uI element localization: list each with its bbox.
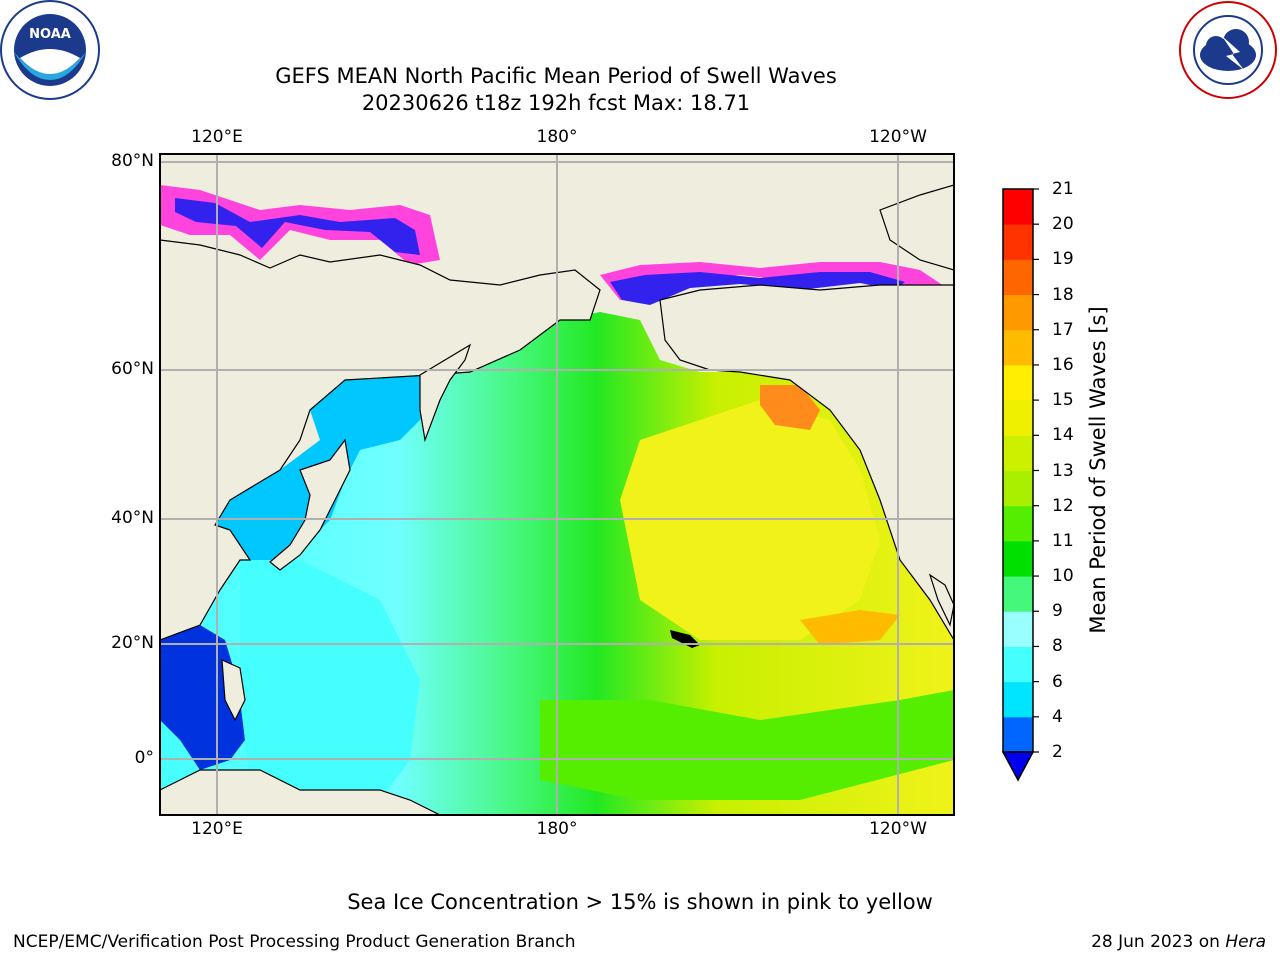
colorbar-segment bbox=[1003, 329, 1033, 366]
north-america-landmass bbox=[659, 284, 954, 642]
baja-california bbox=[928, 573, 954, 627]
footer-credit: NCEP/EMC/Verification Post Processing Pr… bbox=[13, 932, 576, 952]
colorbar-tick-label: 4 bbox=[1052, 706, 1063, 727]
colorbar-segment bbox=[1003, 259, 1033, 296]
colorbar-label: Mean Period of Swell Waves [s] bbox=[1086, 306, 1110, 634]
colorbar-segment bbox=[1003, 681, 1033, 718]
colorbar-extend-arrow bbox=[1001, 751, 1035, 782]
colorbar-tick-label: 13 bbox=[1052, 460, 1074, 481]
colorbar-tick-label: 8 bbox=[1052, 636, 1063, 657]
noaa-logo: NOAA bbox=[0, 0, 100, 100]
colorbar-segment bbox=[1003, 505, 1033, 542]
lat-label-40n: 40°N bbox=[111, 508, 154, 528]
colorbar-tick-label: 10 bbox=[1052, 566, 1074, 587]
asia-landmass bbox=[160, 239, 601, 641]
subtropical-orange bbox=[800, 610, 900, 645]
colorbar-segment bbox=[1003, 611, 1033, 647]
svg-text:NOAA: NOAA bbox=[29, 27, 71, 42]
lon-label-bottom-120e: 120°E bbox=[191, 819, 243, 839]
map-panel bbox=[159, 153, 955, 816]
lon-label-top-120e: 120°E bbox=[191, 127, 243, 147]
philippines bbox=[221, 659, 246, 722]
colorbar-tick-label: 15 bbox=[1052, 390, 1074, 411]
colorbar-segment bbox=[1003, 716, 1033, 753]
western-pacific-cyan bbox=[240, 560, 420, 800]
lon-label-bottom-180: 180° bbox=[536, 819, 578, 839]
chart-subtitle: 20230626 t18z 192h fcst Max: 18.71 bbox=[361, 91, 751, 115]
colorbar-segment bbox=[1003, 294, 1033, 331]
arctic-ice-core bbox=[175, 198, 420, 255]
chukchi-ice-core bbox=[610, 272, 905, 305]
lon-label-bottom-120w: 120°W bbox=[869, 819, 927, 839]
colorbar bbox=[1001, 188, 1039, 782]
tropical-band-green bbox=[540, 690, 954, 800]
footer-host: Hera bbox=[1225, 932, 1266, 952]
colorbar-tick-label: 9 bbox=[1052, 601, 1063, 622]
colorbar-tick-label: 20 bbox=[1052, 214, 1074, 235]
lon-label-top-180: 180° bbox=[536, 127, 578, 147]
colorbar-tick-label: 16 bbox=[1052, 354, 1074, 375]
sea-ice-note: Sea Ice Concentration > 15% is shown in … bbox=[347, 890, 933, 914]
colorbar-tick-label: 18 bbox=[1052, 284, 1074, 305]
colorbar-tick-label: 6 bbox=[1052, 671, 1063, 692]
colorbar-tick-label: 21 bbox=[1052, 179, 1074, 199]
colorbar-segment bbox=[1003, 646, 1033, 683]
lat-label-0: 0° bbox=[134, 748, 154, 768]
maritime-continent bbox=[160, 769, 441, 815]
map-frame bbox=[159, 153, 955, 816]
colorbar-tick-label: 12 bbox=[1052, 495, 1074, 516]
footer-date: 28 Jun 2023 on Hera bbox=[1091, 932, 1266, 952]
colorbar-tick-label: 19 bbox=[1052, 249, 1074, 270]
colorbar-segment bbox=[1003, 189, 1033, 225]
colorbar-segment bbox=[1003, 364, 1033, 401]
nws-logo bbox=[1179, 1, 1277, 99]
colorbar-tick-label: 2 bbox=[1052, 742, 1063, 762]
colorbar-segment bbox=[1003, 224, 1033, 260]
colorbar-tick-label: 17 bbox=[1052, 319, 1074, 340]
footer-date-text: 28 Jun 2023 on bbox=[1091, 932, 1220, 952]
chukchi-sea-ice bbox=[600, 262, 950, 300]
colorbar-segment bbox=[1003, 400, 1033, 436]
kamchatka bbox=[419, 343, 472, 443]
colorbar-segment bbox=[1003, 435, 1033, 471]
colorbar-segment bbox=[1003, 540, 1033, 577]
colorbar-segment bbox=[1003, 576, 1033, 612]
lat-label-20n: 20°N bbox=[111, 633, 154, 653]
colorbar-tick-label: 14 bbox=[1052, 425, 1074, 446]
lat-label-60n: 60°N bbox=[111, 359, 154, 379]
lon-label-top-120w: 120°W bbox=[869, 127, 927, 147]
colorbar-tick-label: 11 bbox=[1052, 530, 1074, 551]
graticule bbox=[160, 154, 954, 815]
colorbar-segment bbox=[1003, 470, 1033, 507]
lat-label-80n: 80°N bbox=[111, 151, 154, 171]
gulf-of-alaska-orange bbox=[760, 385, 820, 430]
chart-title: GEFS MEAN North Pacific Mean Period of S… bbox=[275, 64, 837, 88]
